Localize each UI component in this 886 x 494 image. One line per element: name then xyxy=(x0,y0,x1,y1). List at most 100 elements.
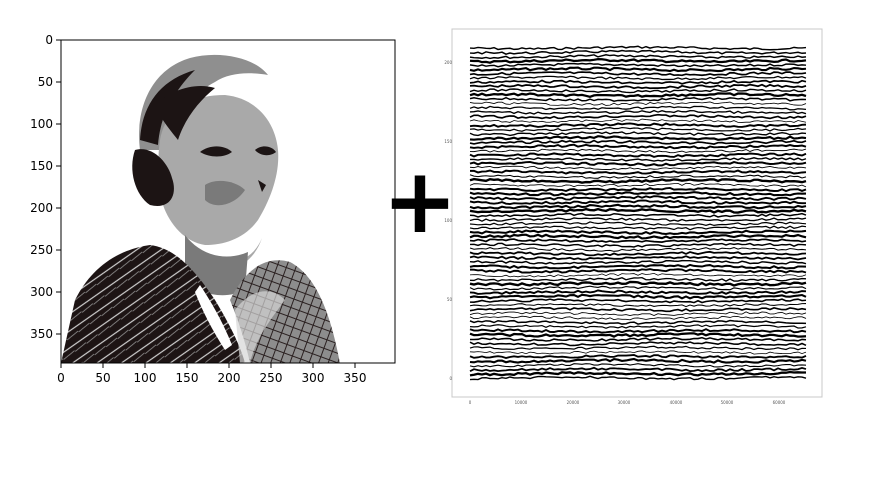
trace-line xyxy=(469,88,807,94)
trace-line xyxy=(469,311,807,316)
left-x-tick-label: 50 xyxy=(95,371,110,385)
trace-line xyxy=(469,177,807,184)
right-x-tick-label: 50000 xyxy=(721,400,734,405)
trace-line xyxy=(469,174,807,179)
trace-line xyxy=(469,160,807,167)
trace-line xyxy=(469,62,807,68)
trace-line xyxy=(469,118,807,123)
trace-line xyxy=(469,101,807,106)
trace-line xyxy=(469,217,807,222)
trace-line xyxy=(469,186,807,193)
trace-line xyxy=(469,336,807,342)
right-line-plot: 200 150 100 50 0 0 10000 20000 30000 400… xyxy=(444,28,823,405)
left-x-axis: 0 50 100 150 200 250 300 350 xyxy=(57,363,366,385)
right-y-tick-label: 100 xyxy=(444,218,452,223)
trace-line xyxy=(469,332,807,338)
trace-line xyxy=(469,250,807,257)
plus-sign: + xyxy=(382,149,457,254)
trace-line xyxy=(469,263,807,270)
left-x-tick-label: 100 xyxy=(134,371,157,385)
left-y-tick-label: 250 xyxy=(30,243,53,257)
left-y-tick-label: 0 xyxy=(45,33,53,47)
trace-line xyxy=(469,45,807,51)
trace-line xyxy=(469,139,807,145)
right-x-tick-label: 40000 xyxy=(670,400,683,405)
right-x-tick-label: 60000 xyxy=(773,400,786,405)
line-traces xyxy=(469,45,807,381)
trace-line xyxy=(469,54,807,60)
trace-line xyxy=(469,315,807,321)
trace-line xyxy=(469,113,807,120)
trace-line xyxy=(469,280,807,287)
trace-line xyxy=(469,229,807,236)
trace-line xyxy=(469,268,807,274)
trace-line xyxy=(469,79,807,85)
trace-line xyxy=(469,143,807,150)
trace-line xyxy=(469,131,807,137)
trace-line xyxy=(469,255,807,261)
trace-line xyxy=(469,363,807,368)
trace-line xyxy=(469,182,807,188)
left-y-axis: 0 50 100 150 200 250 300 350 xyxy=(30,33,61,341)
trace-line xyxy=(469,212,807,218)
trace-line xyxy=(469,152,807,158)
trace-line xyxy=(469,319,807,325)
trace-line xyxy=(469,233,807,240)
trace-line xyxy=(469,303,807,308)
trace-line xyxy=(469,49,807,55)
right-y-tick-label: 0 xyxy=(449,376,452,381)
trace-line xyxy=(469,199,807,206)
trace-line xyxy=(469,157,807,162)
trace-line xyxy=(469,354,807,360)
right-y-tick-label: 200 xyxy=(444,60,452,65)
trace-line xyxy=(469,306,807,313)
trace-line xyxy=(469,293,807,300)
trace-line xyxy=(469,345,807,351)
left-x-tick-label: 0 xyxy=(57,371,65,385)
trace-line xyxy=(469,357,807,364)
trace-line xyxy=(469,75,807,81)
left-y-tick-label: 50 xyxy=(38,75,53,89)
trace-line xyxy=(469,242,807,248)
trace-line xyxy=(469,191,807,197)
trace-line xyxy=(469,148,807,154)
trace-line xyxy=(469,203,807,210)
left-y-tick-label: 150 xyxy=(30,159,53,173)
trace-line xyxy=(469,289,807,295)
trace-line xyxy=(469,370,807,377)
left-x-tick-label: 300 xyxy=(302,371,325,385)
trace-line xyxy=(469,109,807,115)
right-x-tick-label: 30000 xyxy=(618,400,631,405)
left-image-plot: 0 50 100 150 200 250 300 350 0 50 100 15… xyxy=(30,33,396,385)
trace-line xyxy=(469,58,807,64)
left-x-tick-label: 200 xyxy=(218,371,241,385)
left-x-tick-label: 350 xyxy=(344,371,367,385)
trace-line xyxy=(469,195,807,201)
right-x-tick-label: 20000 xyxy=(567,400,580,405)
right-y-tick-label: 150 xyxy=(444,139,452,144)
trace-line xyxy=(469,375,807,381)
trace-line xyxy=(469,221,807,227)
portrait-image xyxy=(61,40,395,363)
left-y-tick-label: 100 xyxy=(30,117,53,131)
left-x-tick-label: 150 xyxy=(176,371,199,385)
trace-line xyxy=(469,276,807,282)
trace-line xyxy=(469,298,807,304)
trace-line xyxy=(469,225,807,231)
trace-line xyxy=(469,122,807,128)
trace-line xyxy=(469,71,807,77)
trace-line xyxy=(469,92,807,99)
right-x-tick-label: 0 xyxy=(469,400,472,405)
trace-line xyxy=(469,350,807,355)
left-y-tick-label: 200 xyxy=(30,201,53,215)
left-y-tick-label: 350 xyxy=(30,327,53,341)
trace-line xyxy=(469,272,807,278)
left-x-tick-label: 250 xyxy=(260,371,283,385)
trace-line xyxy=(469,324,807,329)
trace-line xyxy=(469,247,807,252)
trace-line xyxy=(469,165,807,171)
trace-line xyxy=(469,105,807,111)
trace-line xyxy=(469,207,807,214)
trace-line xyxy=(469,96,807,103)
